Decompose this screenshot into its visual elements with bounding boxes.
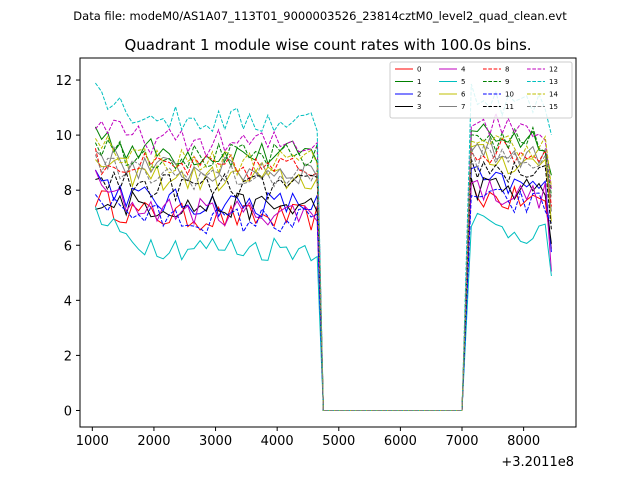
series-line-11 bbox=[95, 158, 552, 411]
series-line-9 bbox=[94, 126, 552, 411]
series-line-8 bbox=[94, 137, 552, 411]
y-tick-label: 10 bbox=[55, 129, 72, 144]
series-line-2 bbox=[94, 165, 552, 411]
y-tick-label: 8 bbox=[64, 184, 72, 199]
y-tick-label: 0 bbox=[64, 404, 72, 419]
series-line-12 bbox=[95, 111, 552, 411]
series-line-13 bbox=[94, 82, 552, 411]
x-offset-label: +3.2011e8 bbox=[501, 455, 574, 470]
x-tick-label: 5000 bbox=[322, 434, 355, 449]
plot-lines bbox=[94, 82, 552, 411]
legend-label-5: 5 bbox=[461, 78, 465, 86]
legend-label-11: 11 bbox=[505, 103, 514, 111]
x-tick-label: 2000 bbox=[137, 434, 170, 449]
chart-title: Quadrant 1 module wise count rates with … bbox=[124, 36, 531, 54]
series-line-15 bbox=[94, 144, 552, 411]
legend-label-4: 4 bbox=[461, 66, 466, 74]
x-axis: 1000 2000 3000 4000 5000 6000 7000 8000 bbox=[76, 427, 540, 449]
series-line-1 bbox=[94, 123, 552, 411]
legend-label-12: 12 bbox=[549, 66, 558, 74]
series-line-3 bbox=[95, 177, 552, 411]
series-line-7 bbox=[95, 136, 552, 411]
series-line-10 bbox=[94, 188, 552, 411]
legend-label-10: 10 bbox=[505, 91, 514, 99]
series-line-5 bbox=[94, 206, 552, 411]
legend-label-1: 1 bbox=[417, 78, 421, 86]
y-axis: 0 2 4 6 8 10 12 bbox=[55, 74, 80, 419]
legend-label-14: 14 bbox=[549, 91, 558, 99]
data-file-label: Data file: modeM0/AS1A07_113T01_90000035… bbox=[73, 9, 567, 23]
legend-label-2: 2 bbox=[417, 91, 421, 99]
plot-frame bbox=[79, 57, 577, 428]
x-tick-label: 3000 bbox=[199, 434, 232, 449]
legend-label-8: 8 bbox=[505, 66, 509, 74]
x-tick-label: 4000 bbox=[261, 434, 294, 449]
y-tick-label: 6 bbox=[64, 239, 72, 254]
x-tick-label: 8000 bbox=[507, 434, 540, 449]
y-tick-label: 4 bbox=[64, 294, 72, 309]
legend-label-13: 13 bbox=[549, 78, 558, 86]
legend-label-3: 3 bbox=[417, 103, 421, 111]
legend-label-15: 15 bbox=[549, 103, 558, 111]
y-tick-label: 2 bbox=[64, 349, 72, 364]
legend-label-6: 6 bbox=[461, 91, 466, 99]
series-line-4 bbox=[94, 170, 552, 411]
x-tick-label: 6000 bbox=[384, 434, 417, 449]
legend-label-7: 7 bbox=[461, 103, 465, 111]
series-line-0 bbox=[94, 179, 552, 411]
x-tick-label: 7000 bbox=[445, 434, 478, 449]
series-line-6 bbox=[95, 143, 552, 411]
legend-label-9: 9 bbox=[505, 78, 509, 86]
x-tick-label: 1000 bbox=[76, 434, 109, 449]
y-tick-label: 12 bbox=[55, 74, 72, 89]
legend-box bbox=[389, 61, 573, 119]
series-line-14 bbox=[94, 135, 552, 411]
legend-label-0: 0 bbox=[417, 66, 421, 74]
